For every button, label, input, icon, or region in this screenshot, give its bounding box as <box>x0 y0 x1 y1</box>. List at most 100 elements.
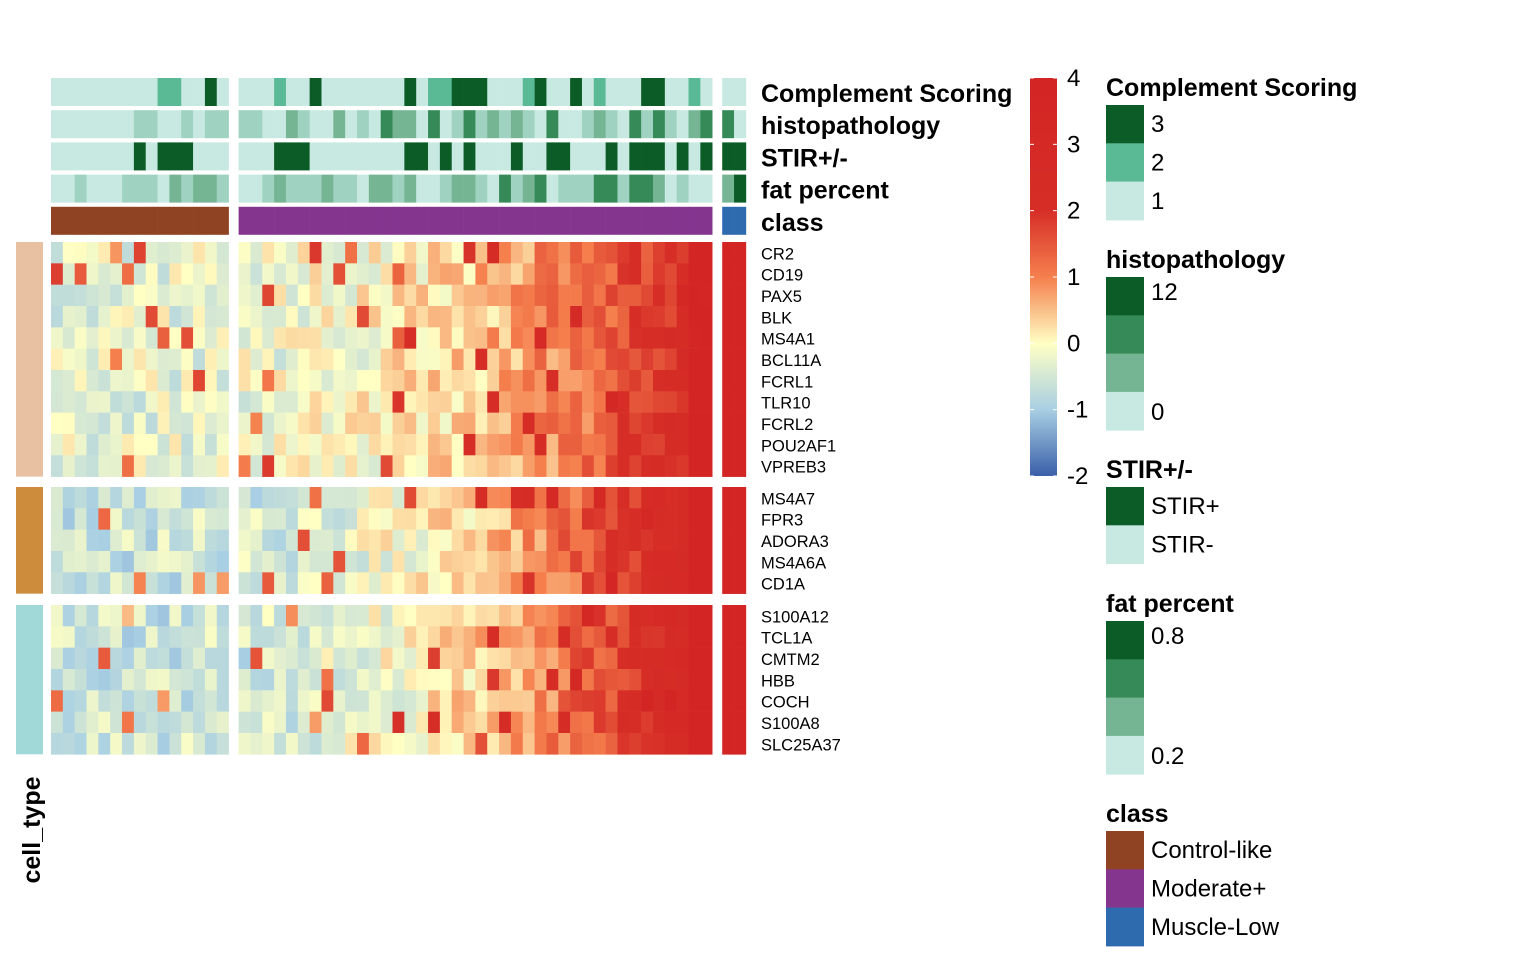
heatmap-cell <box>534 391 547 413</box>
annotation-cell <box>238 78 251 106</box>
heatmap-cell <box>676 668 689 691</box>
heatmap-cell <box>428 348 441 371</box>
heatmap-cell <box>487 433 500 456</box>
heatmap-cell <box>451 529 464 552</box>
annotation-cell <box>605 174 618 203</box>
annotation-cell <box>110 110 123 139</box>
annotation-cell <box>297 78 310 106</box>
heatmap-cell <box>133 732 147 755</box>
heatmap-cell <box>605 455 618 477</box>
heatmap-cell <box>428 732 441 755</box>
heatmap-cell <box>734 550 747 573</box>
heatmap-cell <box>416 263 429 285</box>
heatmap-cell <box>558 412 571 435</box>
heatmap-cell <box>664 284 677 307</box>
heatmap-cell <box>204 732 218 755</box>
annotation-cell <box>510 206 524 235</box>
heatmap-cell <box>98 508 111 530</box>
annotation-cell <box>98 110 111 139</box>
annotation-cell <box>345 174 358 203</box>
heatmap-cell <box>62 284 75 307</box>
heatmap-cell <box>499 369 512 392</box>
annotation-cell <box>51 206 64 235</box>
colorbar-gradient <box>1030 78 1057 476</box>
heatmap-cell <box>510 711 524 734</box>
heatmap-cell <box>664 508 677 530</box>
annotation-cell <box>333 142 346 171</box>
heatmap-cell <box>262 508 275 530</box>
heatmap-cell <box>274 455 287 477</box>
annotation-cell <box>86 78 99 106</box>
heatmap-cell <box>380 668 393 691</box>
heatmap-cell <box>558 647 571 670</box>
heatmap-cell <box>204 711 218 734</box>
heatmap-cell <box>51 690 64 712</box>
heatmap-cell <box>145 711 158 734</box>
heatmap-cell <box>51 348 64 371</box>
heatmap-cell <box>605 487 618 509</box>
annotation-cell <box>605 142 618 171</box>
heatmap-cell <box>439 369 453 392</box>
heatmap-cell <box>345 690 358 712</box>
heatmap-cell <box>404 508 417 530</box>
annotation-cell <box>688 110 701 139</box>
heatmap-cell <box>368 605 381 627</box>
heatmap-cell <box>333 626 346 648</box>
heatmap-cell <box>74 732 87 755</box>
heatmap-cell <box>345 647 358 670</box>
heatmap-cell <box>722 284 735 307</box>
heatmap-cell <box>653 455 666 477</box>
heatmap-cell <box>676 327 689 349</box>
heatmap-cell <box>157 647 170 670</box>
heatmap-cell <box>238 284 251 307</box>
gene-label: POU2AF1 <box>761 437 836 455</box>
colorbar-tick-label: 3 <box>1067 131 1080 158</box>
heatmap-cell <box>98 626 111 648</box>
heatmap-cell <box>428 550 441 573</box>
heatmap-cell <box>157 412 170 435</box>
annotation-cell <box>262 110 275 139</box>
gene-label: SLC25A37 <box>761 736 841 754</box>
heatmap-cell <box>499 668 512 691</box>
heatmap-cell <box>86 327 99 349</box>
heatmap-cell <box>558 690 571 712</box>
heatmap-cell <box>238 391 251 413</box>
heatmap-cell <box>333 305 346 328</box>
heatmap-cell <box>193 668 206 691</box>
heatmap-cell <box>581 529 595 552</box>
heatmap-cell <box>216 242 229 264</box>
heatmap-cell <box>653 668 666 691</box>
heatmap-cell <box>321 732 334 755</box>
heatmap-cell <box>534 433 547 456</box>
heatmap-cell <box>451 508 464 530</box>
heatmap-cell <box>262 412 275 435</box>
row-group-bar <box>16 242 43 477</box>
legend-label: 3 <box>1151 111 1164 138</box>
gene-label: CR2 <box>761 245 794 263</box>
heatmap-cell <box>416 732 429 755</box>
annotation-cell <box>534 174 547 203</box>
heatmap-cell <box>368 412 381 435</box>
heatmap-cell <box>238 605 251 627</box>
annotation-cell <box>487 174 500 203</box>
heatmap-cell <box>216 412 229 435</box>
annotation-cell <box>51 142 64 171</box>
annotation-cell <box>169 174 182 203</box>
heatmap-cell <box>262 647 275 670</box>
annotation-cell <box>51 110 64 139</box>
annotation-cell <box>664 110 677 139</box>
heatmap-cell <box>487 391 500 413</box>
heatmap-cell <box>274 327 287 349</box>
annotation-cell <box>285 78 299 106</box>
heatmap-cell <box>345 284 358 307</box>
heatmap-cell <box>404 391 417 413</box>
heatmap-cell <box>700 732 713 755</box>
heatmap-cell <box>522 391 535 413</box>
annotation-cell <box>133 142 147 171</box>
legend-title: class <box>1106 800 1169 828</box>
heatmap-cell <box>664 263 677 285</box>
annotation-cell <box>570 206 583 235</box>
heatmap-cell <box>463 572 476 594</box>
annotation-cell <box>122 78 135 106</box>
heatmap-cell <box>558 626 571 648</box>
